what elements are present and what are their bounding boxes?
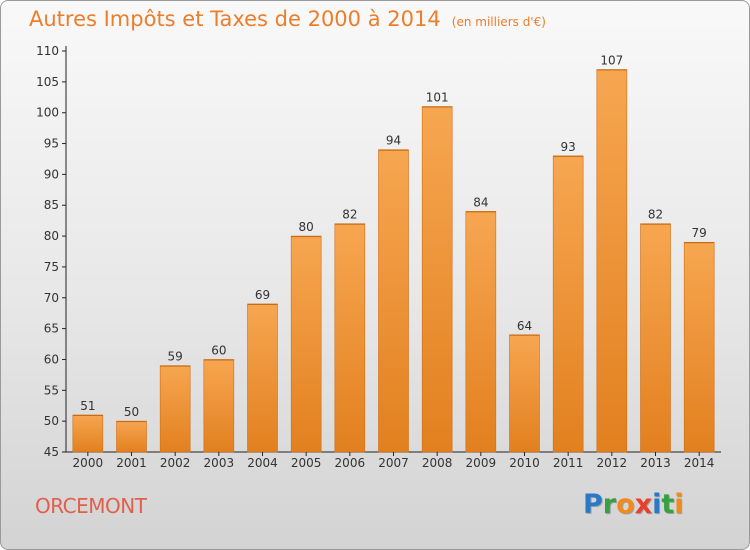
y-tick-label: 90 (44, 167, 59, 181)
data-label: 84 (473, 195, 488, 209)
y-tick-label: 110 (36, 44, 59, 58)
logo-letter: x (634, 489, 653, 520)
bar[interactable] (247, 303, 278, 453)
bar[interactable] (683, 241, 715, 453)
data-label: 59 (168, 350, 183, 364)
data-label: 82 (342, 208, 357, 222)
bar[interactable] (465, 211, 497, 453)
data-label: 60 (211, 343, 226, 357)
y-tick-label: 100 (36, 106, 59, 120)
bar[interactable] (159, 365, 191, 453)
bar[interactable] (116, 420, 147, 453)
x-tick-label: 2007 (378, 456, 409, 470)
data-label: 94 (386, 134, 401, 148)
data-label: 93 (561, 140, 576, 154)
x-tick-label: 2012 (597, 456, 628, 470)
logo-letter: r (602, 489, 617, 520)
bar[interactable] (509, 334, 540, 453)
y-tick-label: 55 (44, 383, 59, 397)
data-label: 101 (426, 91, 449, 105)
chart-subtitle: (en milliers d'€) (451, 15, 546, 29)
bar[interactable] (378, 149, 409, 453)
data-label: 64 (517, 319, 532, 333)
data-label: 79 (692, 226, 707, 240)
y-tick-label: 70 (44, 291, 59, 305)
commune-name: ORCEMONT (35, 494, 147, 518)
logo-letter: P (583, 489, 603, 520)
bar[interactable] (421, 106, 453, 453)
data-label: 82 (648, 208, 663, 222)
proxiti-logo[interactable]: Proxiti (583, 489, 684, 520)
y-tick-label: 50 (44, 414, 59, 428)
logo-letter: o (616, 489, 635, 520)
logo-letter: i (674, 489, 684, 520)
x-tick-label: 2010 (509, 456, 540, 470)
data-label: 51 (80, 399, 95, 413)
x-tick-label: 2002 (160, 456, 191, 470)
bar[interactable] (203, 359, 235, 453)
chart-title: Autres Impôts et Taxes de 2000 à 2014 (29, 7, 441, 31)
x-tick-label: 2003 (204, 456, 235, 470)
bar[interactable] (552, 155, 584, 453)
x-tick-label: 2014 (684, 456, 715, 470)
x-tick-label: 2004 (247, 456, 278, 470)
y-tick-label: 65 (44, 322, 59, 336)
title-row: Autres Impôts et Taxes de 2000 à 2014 (e… (29, 7, 546, 31)
x-tick-label: 2013 (640, 456, 671, 470)
x-tick-label: 2011 (553, 456, 584, 470)
data-label: 80 (299, 220, 314, 234)
x-tick-label: 2008 (422, 456, 453, 470)
x-tick-label: 2006 (335, 456, 366, 470)
bar[interactable] (72, 414, 104, 453)
y-tick-label: 95 (44, 137, 59, 151)
logo-letter: i (652, 489, 662, 520)
x-tick-label: 2001 (116, 456, 147, 470)
bar[interactable] (334, 223, 366, 453)
bar[interactable] (596, 69, 628, 453)
x-tick-label: 2005 (291, 456, 322, 470)
bar[interactable] (640, 223, 671, 453)
y-tick-label: 80 (44, 229, 59, 243)
logo-letter: t (661, 489, 675, 520)
bar[interactable] (290, 235, 322, 453)
y-tick-label: 105 (36, 75, 59, 89)
y-tick-label: 60 (44, 352, 59, 366)
y-tick-label: 85 (44, 198, 59, 212)
x-tick-label: 2009 (466, 456, 497, 470)
data-label: 69 (255, 288, 270, 302)
x-tick-label: 2000 (73, 456, 104, 470)
data-label: 107 (600, 54, 623, 68)
data-label: 50 (124, 405, 139, 419)
y-tick-label: 45 (44, 445, 59, 459)
y-tick-label: 75 (44, 260, 59, 274)
